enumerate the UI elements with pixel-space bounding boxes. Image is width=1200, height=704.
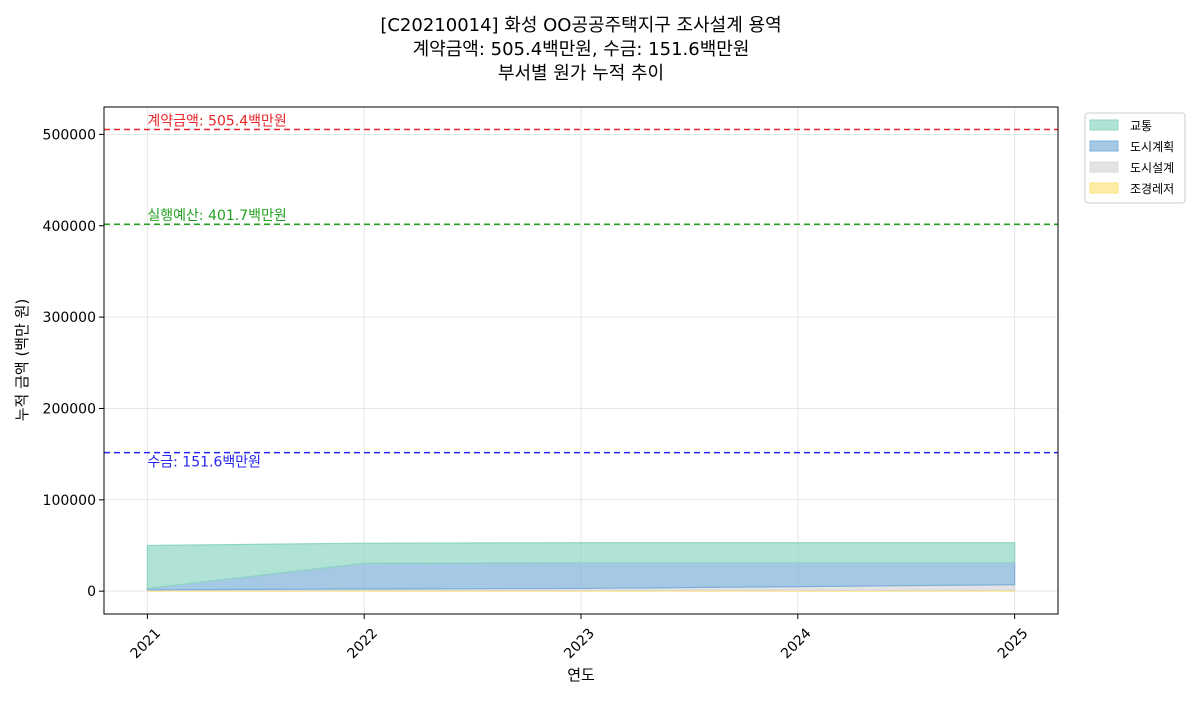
chart-title-line-3: 부서별 원가 누적 추이 [498, 63, 664, 84]
legend-box [1084, 112, 1186, 204]
y-tick-label: 500000 [43, 127, 96, 143]
y-tick-label: 300000 [43, 310, 96, 326]
chart-title-line-2: 계약금액: 505.4백만원, 수금: 151.6백만원 [413, 39, 750, 60]
reference-line-label: 계약금액: 505.4백만원 [147, 113, 286, 129]
area-series-layer [146, 542, 1016, 592]
x-tick-label: 2022 [344, 626, 381, 663]
legend-label-도시설계: 도시설계 [1130, 161, 1174, 175]
y-axis-label: 누적 금액 (백만 원) [13, 299, 31, 422]
legend-swatch-교통 [1089, 119, 1119, 131]
x-tick-label: 2025 [995, 626, 1032, 663]
y-tick-label: 0 [87, 584, 96, 600]
chart-title: [C20210014] 화성 OO공공주택지구 조사설계 용역 계약금액: 50… [380, 15, 781, 84]
y-tick-label: 400000 [43, 219, 96, 235]
x-tick-label: 2024 [778, 625, 815, 662]
chart-title-line-1: [C20210014] 화성 OO공공주택지구 조사설계 용역 [380, 15, 781, 36]
legend-label-도시계획: 도시계획 [1130, 140, 1174, 154]
legend-swatch-도시계획 [1089, 140, 1119, 152]
legend-swatch-조경레저 [1089, 182, 1119, 194]
y-tick-label: 100000 [43, 493, 96, 509]
y-axis-ticks: 0 100000 200000 300000 400000 500000 [43, 127, 104, 600]
x-tick-label: 2021 [128, 626, 165, 663]
grid-lines [104, 107, 1058, 614]
reference-line-label: 실행예산: 401.7백만원 [147, 208, 286, 224]
legend-label-조경레저: 조경레저 [1130, 182, 1174, 196]
x-tick-label: 2023 [561, 626, 598, 663]
x-axis-label: 연도 [567, 666, 595, 684]
x-axis-ticks: 2021 2022 2023 2024 2025 [128, 614, 1032, 663]
reference-line-label: 수금: 151.6백만원 [147, 455, 261, 471]
area-교통 [146, 542, 1016, 590]
y-tick-label: 200000 [43, 401, 96, 417]
legend-label-교통: 교통 [1130, 119, 1152, 133]
legend-swatch-도시설계 [1089, 161, 1119, 173]
